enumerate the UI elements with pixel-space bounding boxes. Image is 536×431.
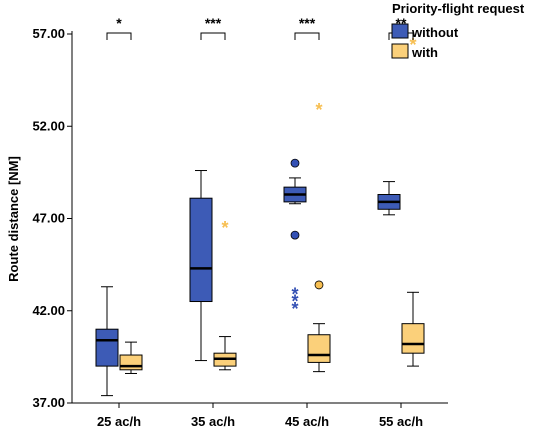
extreme-point: * (291, 284, 298, 304)
box-without-2: *** (283, 158, 307, 319)
box-without-3 (377, 181, 401, 216)
x-tick-label: 35 ac/h (191, 414, 235, 429)
legend-label-with: with (411, 45, 438, 60)
y-tick-label: 42.00 (32, 303, 65, 318)
box-with-1: * (213, 218, 237, 371)
legend-swatch-without (391, 23, 409, 39)
significance-brackets: * *** *** ** (106, 15, 414, 40)
significance-label: ** (396, 15, 407, 31)
significance-bracket (294, 32, 320, 40)
box (119, 354, 143, 371)
extreme-point: * (315, 100, 322, 120)
box-without-0 (95, 286, 119, 397)
y-tick-label: 47.00 (32, 211, 65, 226)
significance-label: *** (299, 15, 316, 31)
axes: 37.00 42.00 47.00 52.00 57.00 25 ac/h 35 ac/h 4… (32, 26, 448, 429)
outlier-point (290, 230, 300, 240)
extreme-point: * (221, 218, 228, 238)
box (189, 197, 213, 303)
y-tick-label: 37.00 (32, 395, 65, 410)
significance-label: *** (205, 15, 222, 31)
box-with-0 (119, 341, 143, 374)
x-tick-label: 25 ac/h (97, 414, 141, 429)
legend-swatch-with (391, 43, 409, 59)
y-tick-label: 52.00 (32, 118, 65, 133)
box-without-1 (189, 170, 213, 362)
x-tick-label: 55 ac/h (379, 414, 423, 429)
box (307, 334, 331, 363)
extreme-point: * (291, 299, 298, 319)
plot-area: ****** (95, 35, 425, 397)
x-tick-label: 45 ac/h (285, 414, 329, 429)
box (95, 328, 119, 367)
significance-bracket (106, 32, 132, 40)
y-tick-label: 57.00 (32, 26, 65, 41)
outlier-point (314, 280, 324, 290)
box-with-3: * (401, 35, 425, 367)
outlier-point (290, 158, 300, 168)
significance-bracket (200, 32, 226, 40)
significance-label: * (116, 15, 122, 31)
legend: Priority-flight request without with (391, 1, 525, 60)
legend-label-without: without (411, 25, 459, 40)
box (401, 323, 425, 354)
box-with-2: * (307, 100, 331, 373)
extreme-point: * (291, 292, 298, 312)
legend-title: Priority-flight request (392, 1, 525, 16)
extreme-point: * (409, 35, 416, 55)
y-axis-title: Route distance [NM] (6, 156, 21, 282)
